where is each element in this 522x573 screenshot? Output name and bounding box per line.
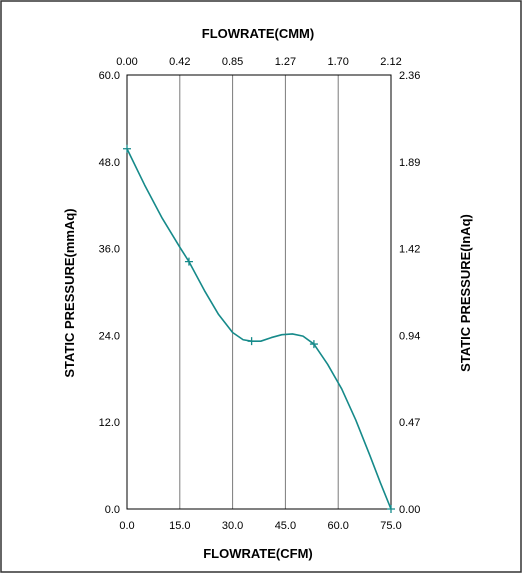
data-point-marker: [184, 257, 193, 266]
data-point-marker: [123, 144, 131, 153]
x2-tick-label: 0.85: [222, 56, 243, 68]
series-line: [126, 148, 392, 510]
x2-tick-label: 0.00: [116, 56, 137, 68]
x2-tick-label: 1.27: [275, 56, 296, 68]
data-point-marker: [387, 505, 395, 513]
x2-tick-label: 0.42: [169, 56, 190, 68]
y2-tick-label: 1.89: [399, 157, 420, 169]
y2-tick-label: 0.47: [399, 417, 420, 429]
x-tick-label: 15.0: [169, 520, 190, 532]
plot-area: 0.0 12.0 24.0 36.0 48.0 60.0 0.00 0.47 0.94 1.42 1…: [99, 56, 421, 532]
x-tick-label: 60.0: [327, 520, 348, 532]
left-axis-title: STATIC PRESSURE(mmAq): [62, 208, 77, 377]
y2-tick-label: 2.36: [399, 70, 420, 82]
y-tick-label: 36.0: [99, 244, 120, 256]
y-tick-label: 48.0: [99, 157, 120, 169]
x-tick-label: 45.0: [275, 520, 296, 532]
bottom-axis-title: FLOWRATE(CFM): [203, 546, 313, 561]
x-tick-label: 0.0: [119, 520, 134, 532]
data-point-marker: [247, 337, 256, 346]
y-tick-label: 0.0: [105, 504, 120, 516]
y2-tick-label: 0.94: [399, 330, 420, 342]
y2-tick-label: 1.42: [399, 244, 420, 256]
data-point-marker: [309, 340, 318, 349]
x2-tick-label: 1.70: [327, 56, 348, 68]
plot-border: [126, 74, 392, 510]
right-axis-title: STATIC PRESSURE(InAq): [458, 214, 473, 372]
y-tick-label: 12.0: [99, 417, 120, 429]
x2-tick-label: 2.12: [380, 56, 401, 68]
y-tick-label: 24.0: [99, 330, 120, 342]
x-tick-label: 30.0: [222, 520, 243, 532]
top-axis-title: FLOWRATE(CMM): [202, 26, 314, 41]
y2-tick-label: 0.00: [399, 504, 420, 516]
x-tick-label: 75.0: [380, 520, 401, 532]
y-tick-label: 60.0: [99, 70, 120, 82]
